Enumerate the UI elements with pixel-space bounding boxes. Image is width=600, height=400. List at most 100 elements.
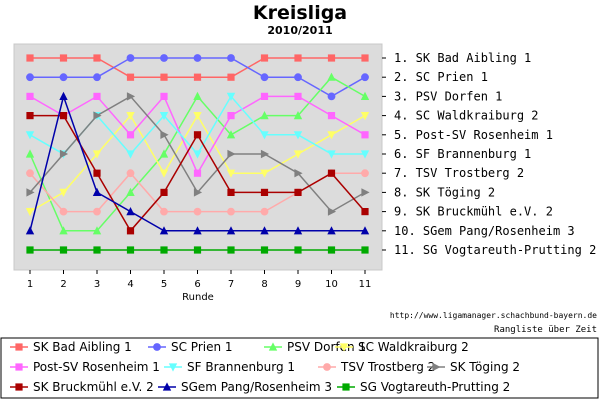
data-point (59, 226, 68, 235)
data-point (193, 54, 202, 62)
x-tick-label: 4 (127, 279, 133, 290)
x-tick-label: 3 (94, 279, 100, 290)
rank-label: 5. Post-SV Rosenheim 1 (394, 128, 553, 142)
data-point (193, 112, 202, 121)
data-point (360, 91, 370, 100)
data-point (260, 226, 269, 235)
series-group (26, 246, 369, 254)
data-point (294, 54, 302, 62)
x-tick-label: 10 (325, 279, 338, 290)
data-point (26, 92, 34, 100)
rank-label: 10. SGem Pang/Rosenheim 3 (394, 224, 575, 238)
data-point (59, 73, 68, 82)
rank-label: 8. SK Töging 2 (394, 185, 495, 199)
data-point (260, 149, 270, 159)
legend-label: SF Brannenburg 1 (187, 360, 295, 374)
x-tick-label: 8 (261, 279, 267, 290)
data-point (227, 73, 235, 81)
x-tick-label: 1 (27, 279, 33, 290)
data-point (93, 169, 101, 177)
legend-item: SK Bruckmühl e.V. 2 (10, 380, 154, 394)
data-point (126, 73, 135, 81)
data-point (361, 169, 369, 178)
data-point (59, 91, 68, 100)
data-point (193, 91, 202, 100)
data-point (226, 92, 236, 101)
data-point (327, 246, 336, 254)
data-point (327, 169, 336, 177)
data-point (160, 246, 168, 254)
legend-label: SK Töging 2 (450, 360, 520, 374)
data-point (59, 246, 68, 254)
data-point (227, 149, 236, 159)
data-point (59, 149, 69, 159)
chart-subtitle: 2010/2011 (267, 24, 332, 37)
x-tick-label: 9 (295, 279, 301, 290)
data-point (294, 188, 302, 196)
data-point (93, 73, 101, 82)
data-point (59, 112, 68, 120)
chart-title: Kreisliga (253, 2, 347, 24)
data-point (92, 150, 102, 159)
data-point (327, 72, 336, 81)
data-point (327, 207, 337, 216)
data-point (361, 188, 370, 197)
x-axis-label: Runde (182, 292, 214, 303)
rank-label: 3. PSV Dorfen 1 (394, 89, 502, 103)
data-point (26, 73, 34, 82)
legend-marker (342, 383, 350, 391)
data-point (193, 226, 202, 235)
data-point (226, 226, 236, 235)
legend-marker (339, 343, 349, 352)
rank-label: 1. SK Bad Aibling 1 (394, 51, 531, 65)
data-point (327, 92, 336, 101)
data-point (327, 112, 336, 120)
data-point (293, 131, 303, 140)
data-point (360, 112, 370, 121)
data-point (293, 226, 303, 235)
rank-label: 9. SK Bruckmühl e.V. 2 (394, 205, 553, 219)
legend-marker (15, 383, 23, 391)
legend-label: SC Prien 1 (171, 340, 233, 354)
data-point (160, 54, 168, 62)
legend-item: SK Töging 2 (427, 360, 520, 374)
data-point (293, 111, 303, 120)
data-point (26, 169, 34, 178)
data-point (193, 150, 202, 159)
data-point (126, 187, 135, 196)
legend-marker (168, 363, 178, 372)
legend-label: SK Bad Aibling 1 (33, 340, 132, 354)
series-group (25, 91, 370, 235)
data-point (159, 226, 169, 235)
legend: SK Bad Aibling 1 SC Prien 1 PSV Dorfen 1SC… (10, 340, 520, 394)
data-point (260, 188, 269, 196)
legend-label: SG Vogtareuth-Prutting 2 (360, 380, 510, 394)
data-point (126, 92, 136, 101)
data-point (360, 226, 370, 235)
data-point (260, 131, 269, 140)
rank-label: 6. SF Brannenburg 1 (394, 147, 531, 161)
rank-label: 7. TSV Trostberg 2 (394, 166, 524, 180)
data-point (294, 169, 303, 178)
data-point (93, 207, 101, 216)
data-point (93, 92, 101, 100)
legend-item: SGem Pang/Rosenheim 3 (158, 380, 332, 394)
series-group (26, 54, 369, 81)
data-point (227, 54, 235, 62)
legend-item: SG Vogtareuth-Prutting 2 (337, 380, 510, 394)
data-point (294, 73, 302, 82)
data-point (193, 207, 202, 216)
data-point (126, 246, 135, 254)
data-point (193, 131, 202, 139)
chart-note: Rangliste über Zeit (494, 325, 597, 335)
data-point (260, 207, 269, 216)
data-point (327, 54, 336, 62)
data-point (226, 169, 236, 178)
legend-label: SC Waldkraiburg 2 (358, 340, 469, 354)
legend-item: TSV Trostberg 2 (318, 360, 435, 374)
legend-label: TSV Trostberg 2 (340, 360, 435, 374)
legend-marker (432, 362, 441, 372)
rank-label: 4. SC Waldkraiburg 2 (394, 109, 539, 123)
data-point (25, 131, 35, 140)
